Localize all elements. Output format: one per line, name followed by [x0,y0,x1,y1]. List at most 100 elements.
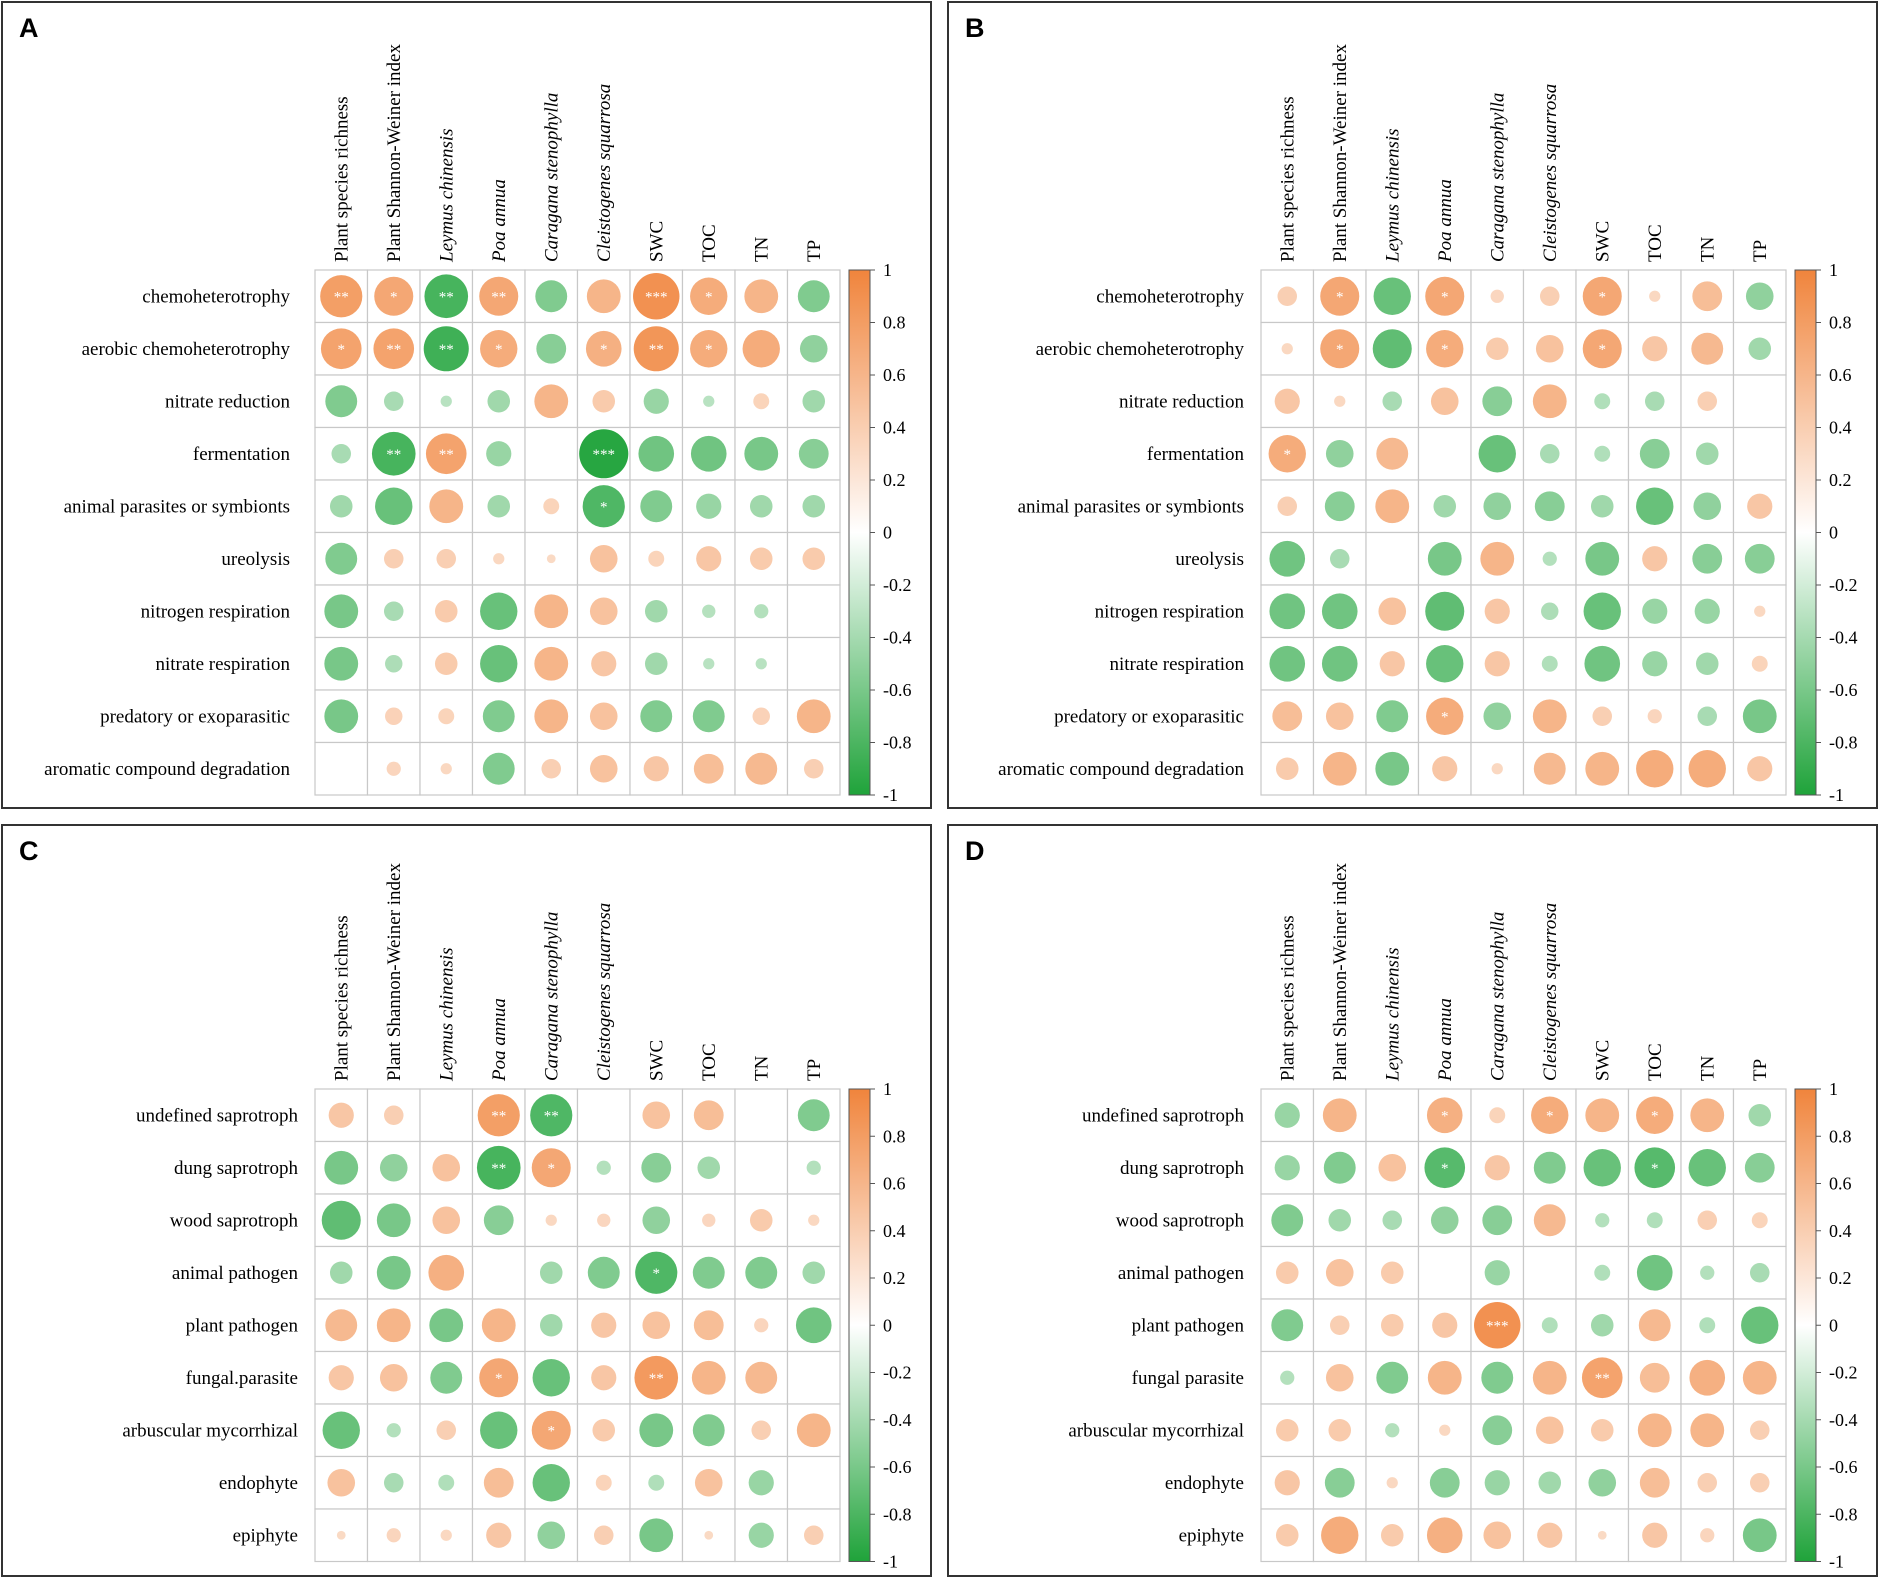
correlation-circle [1584,645,1621,682]
grid-cell [1522,584,1577,639]
correlation-circle [1695,442,1719,466]
correlation-circle [1538,1471,1562,1495]
correlation-circle [1275,757,1299,781]
correlation-circle [1747,756,1773,782]
column-label: TN [1697,236,1718,262]
correlation-circle [1581,1357,1623,1399]
correlation-circle [1320,329,1360,369]
correlation-circle [383,1105,404,1126]
correlation-circle [1637,1413,1672,1448]
correlation-circle [754,1318,769,1333]
correlation-circle [486,1522,512,1548]
grid-cell [1732,426,1787,481]
correlation-circle [534,699,569,734]
correlation-circle [1484,1155,1510,1181]
column-label: Cleistogenes squarrosa [594,903,615,1081]
correlation-circle [1535,1416,1564,1445]
colorbar-tick-label: -1 [883,1552,898,1572]
correlation-circle [633,273,680,320]
column-label: Caragana stenophylla [541,912,562,1081]
row-label: arbuscular mycorrhizal [122,1420,298,1441]
correlation-circle [328,1102,354,1128]
correlation-circle [1749,1262,1770,1283]
correlation-circle [589,597,618,626]
colorbar-tick-label: -0.2 [883,1363,912,1383]
correlation-circle [693,753,724,784]
colorbar-tick-label: 0.2 [883,1268,906,1288]
correlation-circle [385,655,403,673]
correlation-circle [1325,439,1354,468]
grid-cell [1417,479,1472,534]
correlation-circle [376,1308,411,1343]
correlation-circle [1585,541,1620,576]
colorbar-tick-label: 0.8 [883,1126,906,1146]
column-label: Poa annua [489,179,510,263]
row-label: nitrate respiration [155,654,290,675]
correlation-circle [1741,1306,1779,1344]
significance-mark: ** [649,1371,664,1387]
correlation-circle [479,276,519,316]
correlation-circle [1531,1096,1569,1134]
correlation-circle [324,1150,359,1185]
column-label: TN [751,236,772,262]
correlation-circle [639,1518,674,1553]
correlation-circle [745,1361,778,1394]
correlation-circle [1426,330,1464,368]
colorbar-tick-label: 0.8 [883,313,906,333]
correlation-circle [749,1208,773,1232]
correlation-circle [1321,645,1358,682]
row-label: undefined saprotroph [136,1105,298,1126]
correlation-circle [428,1254,465,1291]
correlation-circle [1328,1208,1352,1232]
correlation-circle [1690,1098,1725,1133]
correlation-circle [1594,1264,1611,1281]
correlation-circle [536,333,567,364]
correlation-circle [1582,276,1622,316]
row-label: undefined saprotroph [1082,1105,1244,1126]
correlation-circle [430,1361,463,1394]
correlation-circle [1697,1210,1718,1231]
significance-mark: * [1284,447,1292,463]
correlation-circle [703,658,715,670]
correlation-circle [329,494,353,518]
correlation-circle [1595,1213,1610,1228]
row-label: wood saprotroph [1116,1210,1245,1231]
correlation-circle [1688,1149,1726,1187]
correlation-circle [1697,706,1718,727]
row-label: plant pathogen [1132,1315,1245,1336]
correlation-circle [1532,384,1567,419]
correlation-circle [1325,1258,1354,1287]
row-label: fungal.parasite [186,1368,298,1389]
row-label: nitrogen respiration [1095,601,1245,622]
column-label: TP [1750,1059,1771,1081]
correlation-circle [1372,329,1412,369]
correlation-circle [1426,1517,1463,1554]
correlation-circle [379,1153,408,1182]
significance-mark: * [600,342,608,358]
correlation-circle [1583,592,1621,630]
row-label: nitrate respiration [1109,654,1244,675]
correlation-circle [597,1213,611,1227]
correlation-circle [1378,597,1407,626]
column-label: Plant Shannon-Weiner index [1330,44,1351,262]
correlation-circle [1425,276,1465,316]
correlation-circle [593,1525,614,1546]
colorbar-tick-label: 1 [883,1079,892,1099]
colorbar-tick-label: -0.6 [883,680,912,700]
column-label: Poa annua [1435,998,1456,1082]
correlation-circle [376,1203,411,1238]
row-label: fungal parasite [1132,1368,1244,1389]
grid-cell [1522,1245,1577,1300]
column-label: Plant species richness [331,96,352,262]
correlation-circle [482,700,515,733]
correlation-circle [1322,751,1357,786]
correlation-circle [1695,652,1719,676]
colorbar-tick-label: -0.8 [883,1504,912,1524]
correlation-circle [1697,1472,1718,1493]
correlation-circle [702,604,716,618]
correlation-circle [1432,1312,1458,1338]
colorbar-tick-label: -0.4 [1829,1410,1858,1430]
colorbar-tick-label: -0.8 [883,733,912,753]
correlation-circle [799,334,828,363]
colorbar [1794,1088,1817,1562]
